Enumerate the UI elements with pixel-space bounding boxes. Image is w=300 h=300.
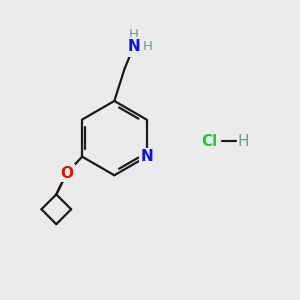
Text: Cl: Cl (201, 134, 218, 148)
Text: H: H (143, 40, 153, 53)
Text: H: H (129, 28, 139, 41)
Text: N: N (127, 39, 140, 54)
Text: O: O (60, 166, 73, 181)
Text: N: N (140, 149, 153, 164)
Text: H: H (238, 134, 249, 148)
